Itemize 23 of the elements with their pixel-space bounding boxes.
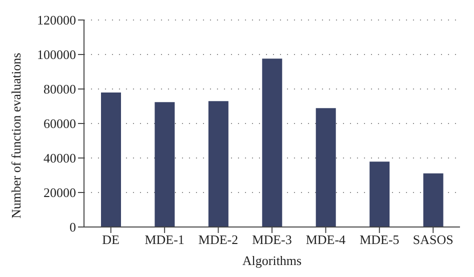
bar <box>370 162 390 227</box>
y-axis-title: Number of function evaluations <box>8 52 24 218</box>
x-tick-label: MDE-5 <box>360 232 400 248</box>
x-tick-label: DE <box>102 232 120 248</box>
bar <box>316 108 336 227</box>
bar <box>154 102 175 227</box>
y-tick-label: 60000 <box>44 116 76 132</box>
y-tick-label: 120000 <box>37 12 76 28</box>
y-tick-label: 100000 <box>37 47 76 62</box>
x-tick-label: MDE-3 <box>252 232 292 248</box>
x-axis-title: Algorithms <box>242 253 302 268</box>
bar <box>423 173 444 227</box>
x-tick-label: SASOS <box>412 232 454 248</box>
bar <box>262 58 282 227</box>
y-tick-label: 20000 <box>44 185 76 200</box>
x-tick-label: MDE-1 <box>144 232 184 248</box>
y-tick-label: 80000 <box>44 82 76 97</box>
bar <box>208 101 228 227</box>
bar <box>101 92 121 227</box>
x-tick-label: MDE-4 <box>306 232 346 248</box>
x-tick-label: MDE-2 <box>198 232 238 248</box>
y-tick-label: 0 <box>70 220 76 235</box>
y-tick-label: 40000 <box>44 150 76 166</box>
